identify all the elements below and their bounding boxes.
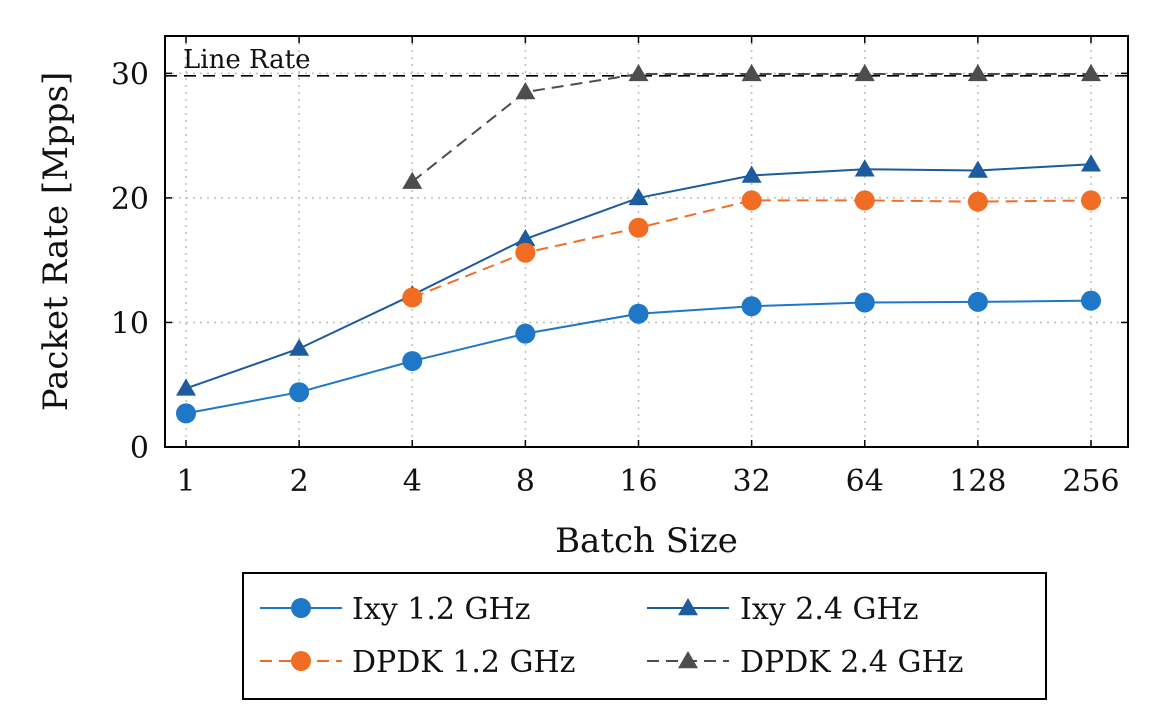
- data-point: [1081, 154, 1101, 172]
- series-dpdk-1-2-ghz: [402, 190, 1101, 308]
- y-tick-label: 20: [111, 182, 149, 217]
- y-tick-label: 30: [111, 57, 149, 92]
- data-point: [515, 323, 536, 344]
- legend-label: DPDK 2.4 GHz: [740, 645, 963, 680]
- x-tick-label: 64: [846, 464, 884, 499]
- data-point: [678, 651, 698, 669]
- axes: 1 2 4 8 16 32 64 128 256 0 10 20 30: [111, 36, 1128, 499]
- data-point: [289, 382, 310, 403]
- data-point: [291, 598, 311, 618]
- data-point: [854, 190, 875, 211]
- series-dpdk-2-4-ghz: [402, 63, 1101, 189]
- data-point: [967, 291, 988, 312]
- data-point: [1081, 190, 1101, 211]
- legend-item: DPDK 1.2 GHz: [260, 645, 575, 680]
- data-point: [741, 190, 762, 211]
- data-point: [741, 63, 762, 82]
- data-point: [967, 63, 988, 82]
- data-point: [628, 63, 649, 82]
- data-point: [741, 296, 762, 317]
- x-tick-label: 32: [733, 464, 771, 499]
- data-point: [678, 598, 698, 616]
- data-point: [854, 159, 875, 177]
- series-group: [176, 63, 1101, 424]
- data-point: [176, 378, 196, 396]
- line-rate-label: Line Rate: [183, 45, 311, 75]
- data-point: [628, 303, 649, 324]
- x-axis-label: Batch Size: [555, 521, 738, 561]
- data-point: [628, 217, 649, 238]
- data-point: [402, 287, 423, 308]
- legend-box: [242, 572, 1047, 700]
- x-tick-label: 16: [619, 464, 657, 499]
- data-point: [741, 165, 762, 183]
- legend: Ixy 1.2 GHz Ixy 2.4 GHz DPDK 1.2 GHz DPDK 2…: [242, 572, 1047, 700]
- reference-lines: Line Rate: [165, 45, 1128, 77]
- x-tick-label: 128: [949, 464, 1006, 499]
- data-point: [1081, 63, 1101, 82]
- data-point: [628, 187, 649, 206]
- data-point: [967, 191, 988, 212]
- x-tick-label: 1: [176, 464, 195, 499]
- series-ixy-1-2-ghz: [176, 290, 1101, 424]
- data-point: [515, 229, 536, 247]
- data-point: [289, 338, 310, 356]
- x-tick-label: 256: [1062, 464, 1119, 499]
- legend-item: Ixy 2.4 GHz: [647, 592, 918, 627]
- y-tick-label: 10: [111, 306, 149, 341]
- data-point: [854, 63, 875, 82]
- y-axis-label: Packet Rate [Mpps]: [36, 72, 76, 411]
- data-point: [402, 171, 423, 189]
- plot-frame: [164, 35, 1129, 448]
- data-point: [967, 160, 988, 178]
- legend-label: Ixy 2.4 GHz: [740, 592, 918, 627]
- legend-label: Ixy 1.2 GHz: [352, 592, 530, 627]
- data-point: [515, 242, 536, 263]
- legend-label: DPDK 1.2 GHz: [352, 645, 575, 680]
- data-point: [515, 82, 536, 100]
- data-point: [1081, 290, 1101, 311]
- legend-item: Ixy 1.2 GHz: [260, 592, 530, 627]
- data-point: [176, 403, 196, 424]
- y-tick-label: 0: [130, 431, 149, 466]
- x-tick-label: 8: [516, 464, 535, 499]
- legend-item: DPDK 2.4 GHz: [647, 645, 963, 680]
- x-tick-label: 4: [403, 464, 422, 499]
- data-point: [854, 292, 875, 313]
- data-point: [291, 651, 311, 671]
- x-tick-label: 2: [290, 464, 309, 499]
- data-point: [402, 351, 423, 372]
